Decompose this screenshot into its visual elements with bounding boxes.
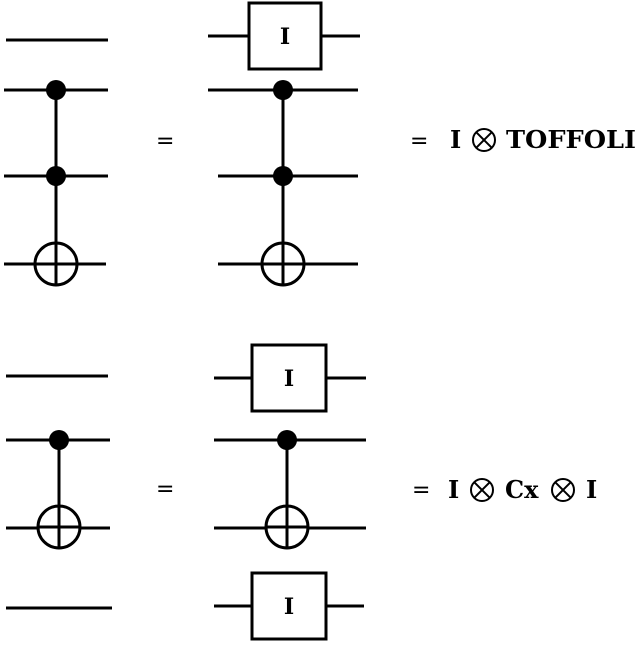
top-middle-circuit: I <box>208 1 360 287</box>
top-left-circuit <box>4 38 108 287</box>
expression-operand: I <box>450 125 461 154</box>
identity-gate: I <box>250 571 328 641</box>
equals-sign: = <box>156 129 174 154</box>
expression-operand: Cx <box>505 475 539 504</box>
control-dot <box>277 430 297 450</box>
identity-gate: I <box>247 1 323 71</box>
cnot-target <box>260 241 306 287</box>
control-dot <box>46 166 66 186</box>
identity-gate: I <box>250 343 328 413</box>
expression-operand: I <box>586 475 597 504</box>
identity-gate-label: I <box>284 366 294 392</box>
control-dot <box>46 80 66 100</box>
cnot-target <box>264 504 310 550</box>
expression-operand: TOFFOLI <box>506 125 636 154</box>
equals-sign: = <box>156 477 174 502</box>
top-expression: I TOFFOLI <box>450 125 636 154</box>
control-dot <box>273 166 293 186</box>
cnot-target <box>36 504 82 550</box>
bottom-left-circuit <box>6 374 112 610</box>
equals-sign: = <box>412 478 430 503</box>
control-dot <box>273 80 293 100</box>
control-dot <box>49 430 69 450</box>
bottom-expression: I Cx I <box>448 475 597 504</box>
tensor-product-icon <box>470 478 494 502</box>
equals-sign: = <box>410 129 428 154</box>
tensor-product-icon <box>551 478 575 502</box>
bottom-middle-circuit: I I <box>214 343 366 641</box>
identity-gate-label: I <box>284 594 294 620</box>
cnot-target <box>33 241 79 287</box>
expression-operand: I <box>448 475 459 504</box>
tensor-product-icon <box>472 128 496 152</box>
identity-gate-label: I <box>280 24 290 50</box>
